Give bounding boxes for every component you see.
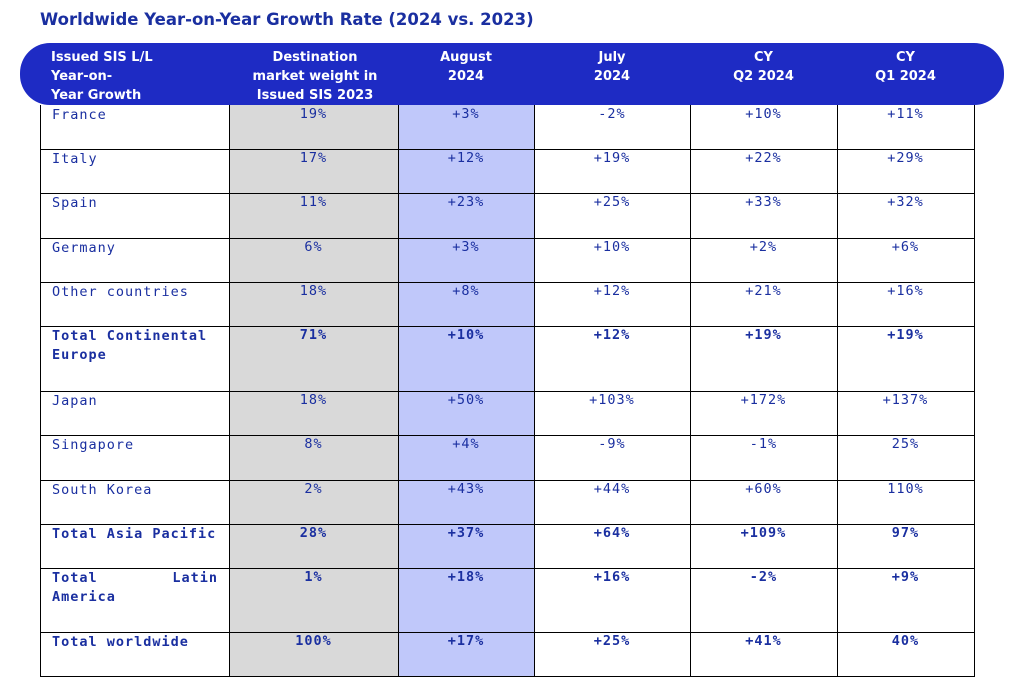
- grid-horizontal-line: [40, 632, 974, 633]
- cell-weight: 1%: [304, 569, 323, 585]
- cell-jul: +64%: [593, 525, 631, 541]
- cell-weight: 6%: [304, 239, 323, 255]
- row-label: South Korea: [52, 482, 153, 498]
- cell-aug: +4%: [452, 436, 480, 452]
- grid-horizontal-line: [40, 524, 974, 525]
- header-august: August 2024: [440, 50, 492, 84]
- grid-horizontal-line: [40, 326, 974, 327]
- grid-horizontal-line: [40, 676, 974, 677]
- cell-jul: +103%: [589, 392, 635, 408]
- cell-q2: +33%: [745, 194, 782, 210]
- cell-jul: +44%: [593, 481, 631, 497]
- cell-jul: -9%: [598, 436, 626, 452]
- cell-q2: +41%: [745, 633, 782, 649]
- cell-aug: +3%: [452, 106, 480, 122]
- grid-horizontal-line: [40, 149, 974, 150]
- cell-q2: +2%: [749, 239, 778, 255]
- cell-jul: -2%: [598, 106, 626, 122]
- row-label: Italy: [52, 151, 98, 167]
- header-row-label: Issued SIS L/L Year-on- Year Growth: [51, 50, 153, 103]
- cell-jul: +25%: [593, 194, 631, 210]
- cell-q1: 40%: [891, 633, 920, 649]
- cell-weight: 8%: [304, 436, 323, 452]
- cell-aug: +18%: [447, 569, 485, 585]
- cell-q1: 97%: [891, 525, 920, 541]
- cell-jul: +16%: [593, 569, 631, 585]
- cell-q2: +21%: [745, 283, 782, 299]
- row-label: Germany: [52, 240, 116, 256]
- cell-aug: +50%: [447, 392, 485, 408]
- cell-q1: +29%: [887, 150, 924, 166]
- header-july: July 2024: [593, 50, 631, 84]
- cell-weight: 19%: [299, 106, 328, 122]
- cell-aug: +17%: [447, 633, 485, 649]
- row-label: Total Asia Pacific: [52, 526, 217, 542]
- row-label: France: [52, 107, 107, 123]
- cell-q2: +19%: [745, 327, 782, 343]
- cell-q1: +137%: [882, 392, 929, 408]
- row-label: Japan: [52, 393, 98, 409]
- cell-q1: +19%: [887, 327, 924, 343]
- row-label: Spain: [52, 195, 98, 211]
- cell-q1: +16%: [887, 283, 924, 299]
- grid-horizontal-line: [40, 238, 974, 239]
- grid-vertical-line: [974, 105, 975, 677]
- cell-q1: 25%: [891, 436, 920, 452]
- cell-weight: 11%: [299, 194, 328, 210]
- cell-q2: +60%: [745, 481, 782, 497]
- cell-jul: +12%: [593, 327, 631, 343]
- cell-jul: +12%: [593, 283, 631, 299]
- row-label: Total Continental Europe: [52, 328, 208, 363]
- grid-horizontal-line: [40, 480, 974, 481]
- cell-weight: 18%: [299, 392, 328, 408]
- cell-weight: 2%: [304, 481, 323, 497]
- cell-aug: +37%: [447, 525, 485, 541]
- cell-q2: +22%: [745, 150, 782, 166]
- cell-weight: 17%: [299, 150, 328, 166]
- cell-q2: +10%: [745, 106, 782, 122]
- cell-q1: +9%: [891, 569, 920, 585]
- row-label: Total worldwide: [52, 634, 189, 650]
- header-weight: Destination market weight in Issued SIS …: [252, 50, 378, 103]
- cell-q1: +32%: [887, 194, 924, 210]
- cell-weight: 71%: [299, 327, 328, 343]
- header-q2: CY Q2 2024: [733, 50, 794, 84]
- cell-q2: -1%: [749, 436, 778, 452]
- cell-jul: +10%: [593, 239, 631, 255]
- cell-weight: 18%: [299, 283, 328, 299]
- cell-aug: +12%: [447, 150, 485, 166]
- grid-horizontal-line: [40, 282, 974, 283]
- header-q1: CY Q1 2024: [875, 50, 936, 84]
- row-label: Other countries: [52, 284, 189, 300]
- cell-weight: 28%: [299, 525, 328, 541]
- grid-horizontal-line: [40, 193, 974, 194]
- cell-q2: -2%: [749, 569, 778, 585]
- grid-horizontal-line: [40, 568, 974, 569]
- row-label: Total Latin America: [52, 570, 218, 605]
- table-header: Issued SIS L/L Year-on- Year Growth Dest…: [20, 43, 1004, 105]
- cell-aug: +43%: [447, 481, 485, 497]
- table-title: Worldwide Year-on-Year Growth Rate (2024…: [40, 10, 534, 29]
- cell-q2: +109%: [740, 525, 787, 541]
- cell-jul: +19%: [593, 150, 631, 166]
- grid-horizontal-line: [40, 435, 974, 436]
- cell-q1: +11%: [887, 106, 924, 122]
- cell-weight: 100%: [295, 633, 332, 649]
- cell-aug: +8%: [452, 283, 480, 299]
- cell-q2: +172%: [740, 392, 787, 408]
- row-label: Singapore: [52, 437, 135, 453]
- cell-aug: +3%: [452, 239, 480, 255]
- cell-q1: 110%: [887, 481, 924, 497]
- cell-q1: +6%: [891, 239, 920, 255]
- cell-aug: +23%: [447, 194, 485, 210]
- cell-aug: +10%: [447, 327, 485, 343]
- cell-jul: +25%: [593, 633, 631, 649]
- grid-horizontal-line: [40, 391, 974, 392]
